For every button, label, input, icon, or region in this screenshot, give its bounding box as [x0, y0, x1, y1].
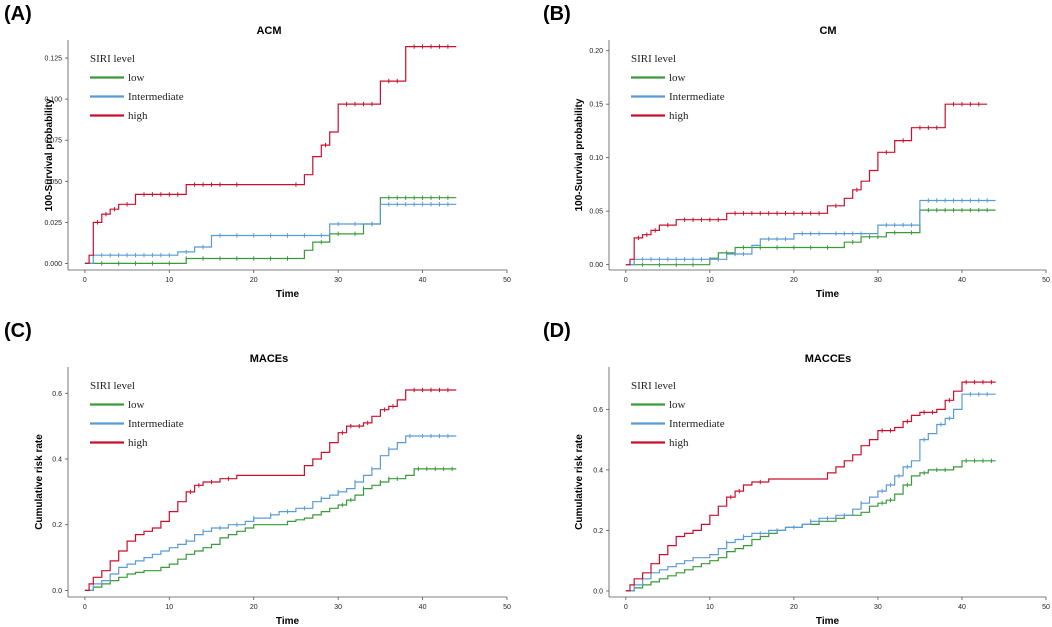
legend-label-high: high — [669, 110, 689, 122]
x-tick-label: 50 — [1042, 277, 1050, 284]
y-tick-label: 0.2 — [593, 528, 603, 535]
legend-label-intermediate: Intermediate — [128, 91, 184, 103]
series-intermediate-line — [625, 393, 996, 592]
chart-title: CM — [819, 25, 836, 37]
panel-label: (A) — [4, 3, 32, 25]
y-tick-label: 0.10 — [589, 155, 603, 162]
x-tick-label: 20 — [250, 604, 258, 611]
y-axis-label: 100-Survival probability — [44, 98, 55, 211]
legend-title: SIRI level — [631, 380, 676, 392]
y-tick-label: 0.025 — [44, 220, 62, 227]
series-intermediate-line — [84, 435, 457, 591]
legend-label-high: high — [128, 437, 148, 449]
x-tick-label: 50 — [503, 277, 511, 284]
panel-maces: (C) MACEs 0 10 20 30 40 50 0.0 0.2 0.4 0.6 Time Cumul… — [4, 320, 511, 627]
x-tick-label: 0 — [83, 604, 87, 611]
y-tick-label: 0.6 — [593, 407, 603, 414]
x-tick-label: 0 — [624, 277, 628, 284]
y-tick-label: 0.2 — [52, 522, 62, 529]
chart-title: ACM — [256, 25, 281, 37]
series-low-line — [84, 468, 457, 591]
y-tick-label: 0.075 — [44, 138, 62, 145]
x-tick-label: 40 — [958, 277, 966, 284]
x-tick-label: 40 — [419, 277, 427, 284]
chart-title: MACCEs — [805, 353, 851, 365]
y-tick-label: 0.20 — [589, 48, 603, 55]
series-intermediate-line — [625, 199, 996, 266]
y-axis-label: Cumulative risk rate — [574, 434, 585, 530]
series-low-line — [625, 209, 996, 266]
legend-label-low: low — [669, 399, 686, 411]
x-tick-label: 0 — [83, 277, 87, 284]
x-tick-label: 20 — [250, 277, 258, 284]
y-tick-label: 0.6 — [52, 391, 62, 398]
y-axis-label: 100-Survival probability — [574, 98, 585, 211]
legend-label-high: high — [669, 437, 689, 449]
panel-label: (D) — [543, 320, 571, 342]
x-axis-label: Time — [276, 616, 300, 627]
x-tick-label: 20 — [790, 604, 798, 611]
y-tick-label: 0.100 — [44, 97, 62, 104]
panel-acm: (A) ACM 0 10 20 30 40 50 0.000 0.025 0.050 0.075 0.1… — [4, 3, 511, 300]
y-tick-label: 0.000 — [44, 261, 62, 268]
y-tick-label: 0.0 — [52, 588, 62, 595]
series-high-line — [84, 46, 457, 264]
panel-macces: (D) MACCEs 0 10 20 30 40 50 0.0 0.2 0.4 0.6 Time Cumu… — [543, 320, 1050, 627]
x-tick-label: 30 — [334, 277, 342, 284]
x-tick-label: 40 — [419, 604, 427, 611]
series-high-line — [625, 381, 996, 592]
series-high-line — [84, 389, 457, 591]
x-tick-label: 10 — [165, 277, 173, 284]
legend-title: SIRI level — [90, 380, 135, 392]
panel-label: (C) — [4, 320, 32, 342]
legend-label-intermediate: Intermediate — [669, 418, 725, 430]
x-tick-label: 30 — [874, 277, 882, 284]
y-tick-label: 0.0 — [593, 588, 603, 595]
x-tick-label: 20 — [790, 277, 798, 284]
x-tick-label: 50 — [503, 604, 511, 611]
y-tick-label: 0.4 — [52, 457, 62, 464]
legend-label-high: high — [128, 110, 148, 122]
x-axis-label: Time — [816, 616, 840, 627]
panel-label: (B) — [543, 3, 571, 25]
legend-label-low: low — [128, 72, 145, 84]
y-tick-label: 0.00 — [589, 262, 603, 269]
y-tick-label: 0.050 — [44, 179, 62, 186]
y-tick-label: 0.125 — [44, 56, 62, 63]
x-tick-label: 10 — [706, 604, 714, 611]
legend-title: SIRI level — [631, 53, 676, 65]
legend-title: SIRI level — [90, 53, 135, 65]
x-tick-label: 0 — [624, 604, 628, 611]
x-axis-label: Time — [276, 289, 300, 300]
panel-cm: (B) CM 0 10 20 30 40 50 0.00 0.05 0.10 0.15 0.20 Time… — [543, 3, 1050, 300]
legend-label-low: low — [669, 72, 686, 84]
legend-label-intermediate: Intermediate — [128, 418, 184, 430]
x-tick-label: 40 — [958, 604, 966, 611]
x-tick-label: 30 — [334, 604, 342, 611]
x-tick-label: 10 — [165, 604, 173, 611]
x-tick-label: 30 — [874, 604, 882, 611]
chart-title: MACEs — [250, 353, 289, 365]
x-tick-label: 50 — [1042, 604, 1050, 611]
y-tick-label: 0.05 — [589, 209, 603, 216]
y-tick-label: 0.4 — [593, 467, 603, 474]
series-low-line — [625, 460, 996, 592]
legend-label-low: low — [128, 399, 145, 411]
series-high-line — [625, 103, 988, 266]
y-tick-label: 0.15 — [589, 102, 603, 109]
series-low-line — [84, 197, 457, 264]
x-axis-label: Time — [816, 289, 840, 300]
legend-label-intermediate: Intermediate — [669, 91, 725, 103]
x-tick-label: 10 — [706, 277, 714, 284]
y-axis-label: Cumulative risk rate — [34, 434, 45, 530]
